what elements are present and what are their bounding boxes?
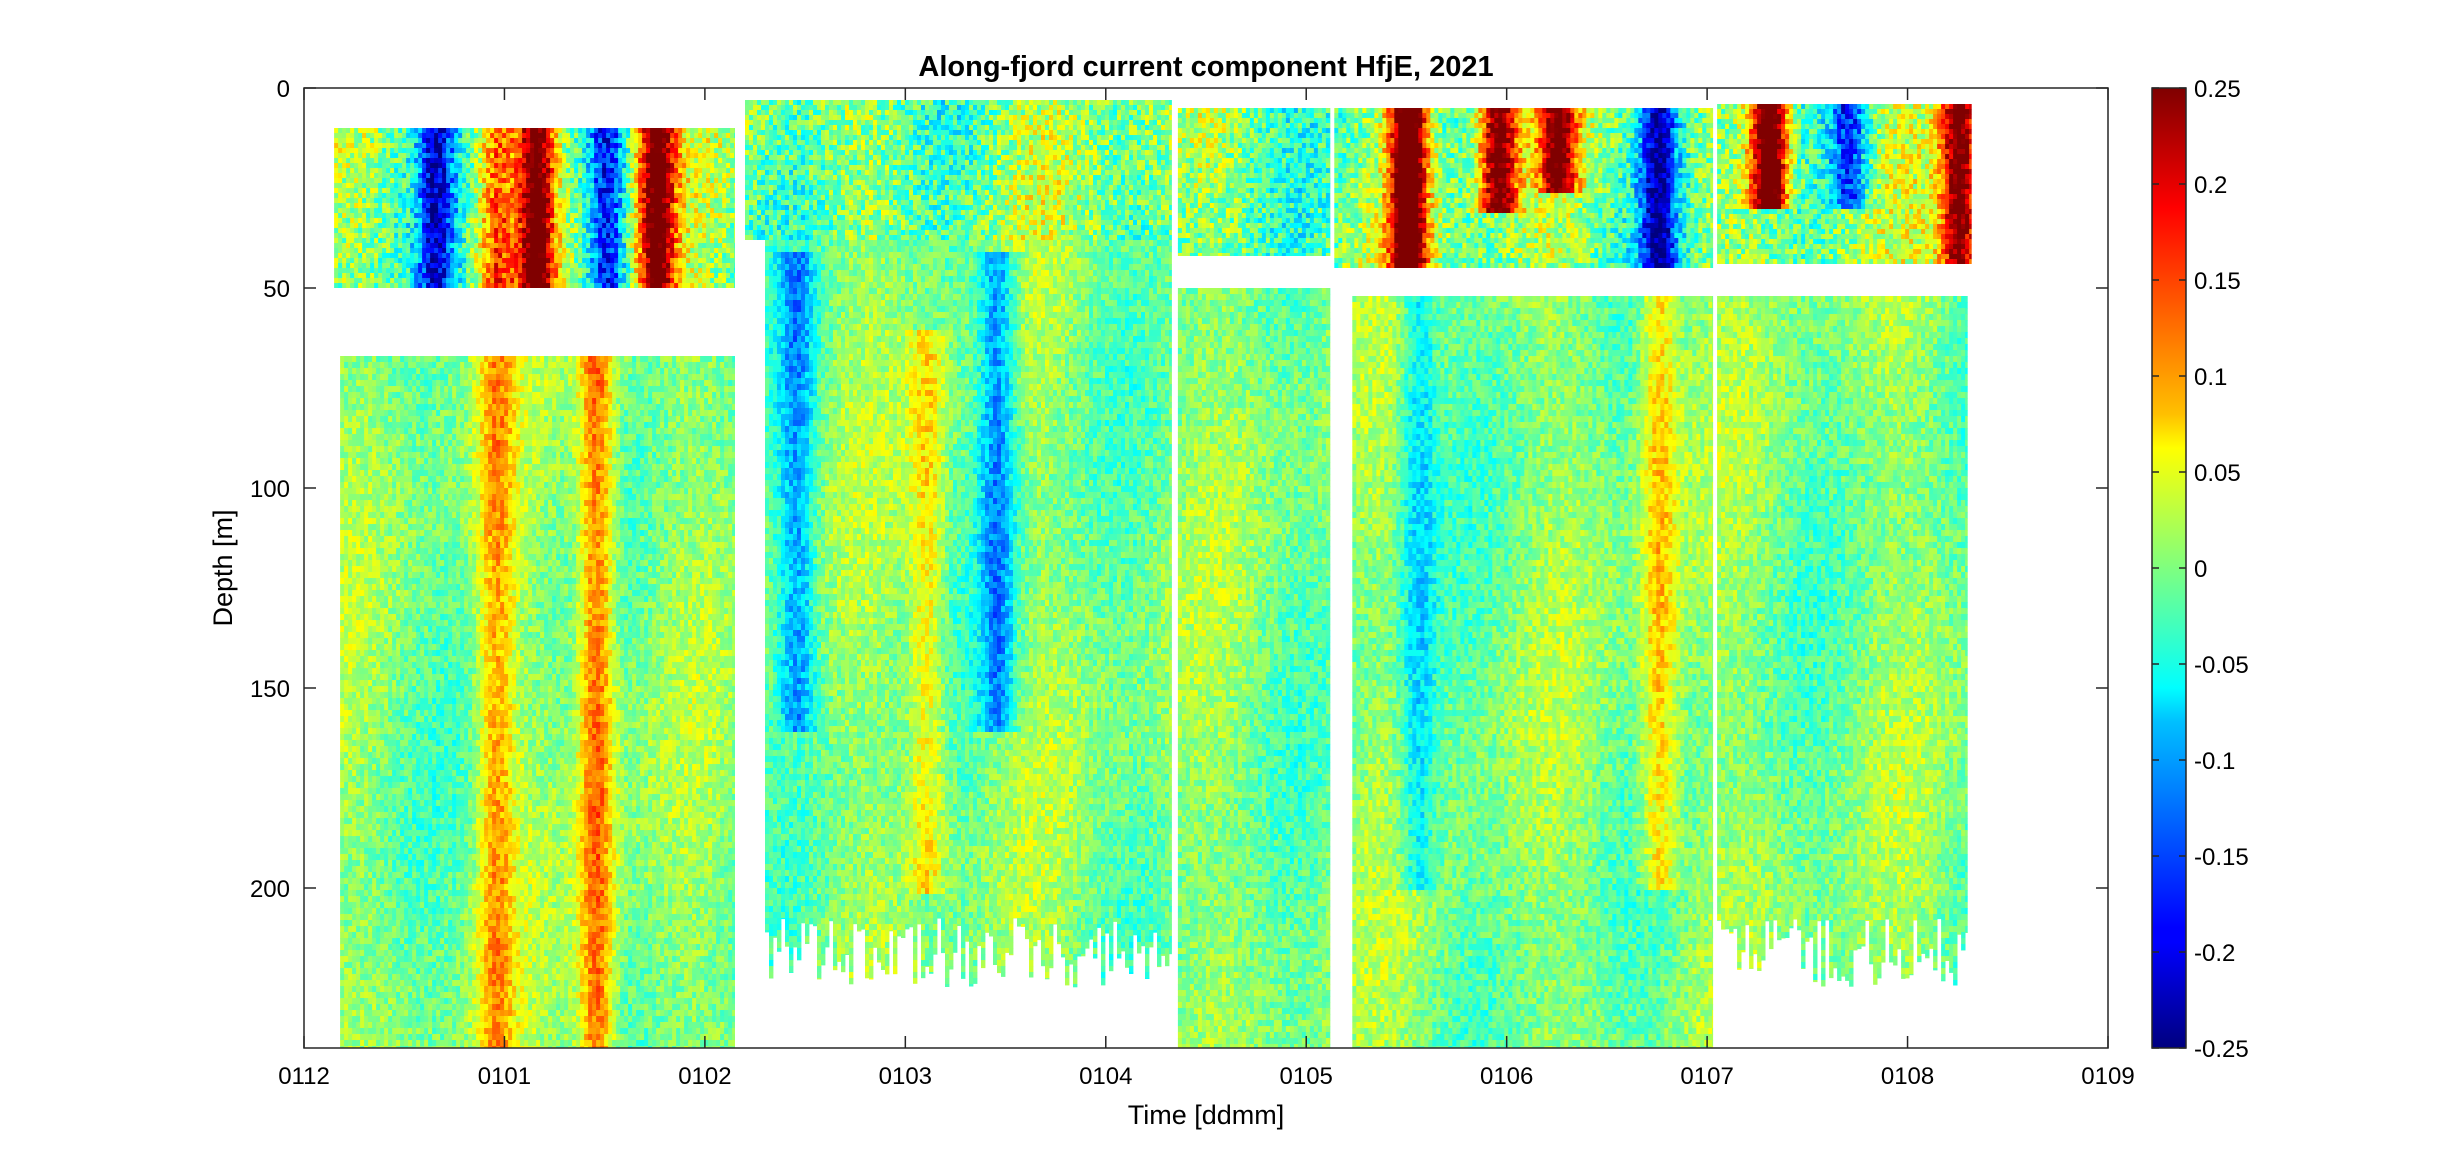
colorbar-tick-label: -0.05 xyxy=(2194,652,2249,679)
x-axis-label: Time [ddmm] xyxy=(1128,1100,1285,1130)
x-tick-label: 0104 xyxy=(1079,1063,1132,1090)
x-tick-label: 0102 xyxy=(678,1063,731,1090)
y-tick-label: 100 xyxy=(250,476,290,503)
deployment-3-lower-bin xyxy=(1178,288,1330,1048)
y-tick-label: 150 xyxy=(250,676,290,703)
colorbar-tick-label: -0.2 xyxy=(2194,940,2235,967)
deployment-1-lower-bin xyxy=(340,356,735,1048)
deployment-5 xyxy=(1717,104,1972,987)
deployment-4 xyxy=(1334,108,1713,1048)
colorbar-tick-label: 0.05 xyxy=(2194,460,2241,487)
deployment-3-upper-bin xyxy=(1178,108,1330,256)
colorbar-tick-label: 0.1 xyxy=(2194,364,2227,391)
x-tick-label: 0109 xyxy=(2081,1063,2134,1090)
colorbar-tick-label: -0.25 xyxy=(2194,1036,2249,1063)
x-tick-label: 0101 xyxy=(478,1063,531,1090)
deployment-5-lower-bin xyxy=(1717,296,1968,987)
colorbar-tick-label: -0.1 xyxy=(2194,748,2235,775)
x-tick-label: 0105 xyxy=(1280,1063,1333,1090)
heatmap-data xyxy=(334,100,1972,1048)
y-tick-label: 200 xyxy=(250,876,290,903)
y-tick-label: 0 xyxy=(277,76,290,103)
y-tick-label: 50 xyxy=(263,276,290,303)
y-axis-label: Depth [m] xyxy=(208,509,238,626)
figure: Along-fjord current component HfjE, 2021… xyxy=(0,0,2440,1174)
colorbar-tick-label: 0.25 xyxy=(2194,76,2241,103)
deployment-3 xyxy=(1178,108,1330,1048)
colorbar-tick-label: 0.15 xyxy=(2194,268,2241,295)
colorbar-tick-label: -0.15 xyxy=(2194,844,2249,871)
x-tick-label: 0103 xyxy=(879,1063,932,1090)
deployment-2-upper-bin xyxy=(745,100,1172,240)
deployment-2-lower-bin xyxy=(765,240,1172,987)
deployment-1 xyxy=(334,128,735,1048)
deployment-4-upper-bin xyxy=(1334,108,1713,268)
deployment-4-lower-bin xyxy=(1352,296,1713,1048)
chart-title: Along-fjord current component HfjE, 2021 xyxy=(918,51,1493,83)
colorbar-tick-label: 0 xyxy=(2194,556,2207,583)
colorbar-tick-label: 0.2 xyxy=(2194,172,2227,199)
x-tick-label: 0108 xyxy=(1881,1063,1934,1090)
deployment-2 xyxy=(745,100,1172,987)
x-tick-label: 0106 xyxy=(1480,1063,1533,1090)
deployment-5-upper-bin xyxy=(1717,104,1972,264)
x-tick-label: 0112 xyxy=(278,1063,330,1090)
x-tick-label: 0107 xyxy=(1680,1063,1733,1090)
deployment-1-upper-bin xyxy=(334,128,735,288)
